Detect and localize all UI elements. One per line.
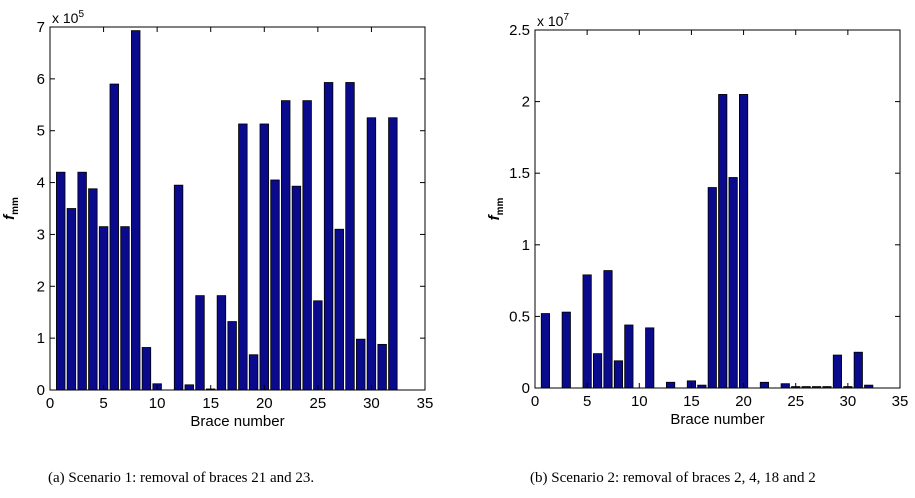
bar-6 <box>593 353 603 389</box>
bar-2 <box>66 208 77 391</box>
bar-3 <box>77 171 87 391</box>
y-exponent-power: 5 <box>78 9 84 20</box>
y-tick-label: 1 <box>522 237 530 254</box>
bar-32 <box>388 117 398 391</box>
bar-29 <box>356 338 366 391</box>
y-tick-label: 4 <box>37 175 45 192</box>
x-tick-label: 25 <box>310 395 327 412</box>
bar-14 <box>195 295 205 391</box>
bar-22 <box>759 381 769 389</box>
x-tick-label: 25 <box>787 393 804 410</box>
bar-25 <box>313 300 323 391</box>
bar-16 <box>216 295 227 391</box>
bar-5 <box>582 274 592 389</box>
y-axis-label-sub: mm <box>495 198 506 216</box>
y-tick-label: 2.5 <box>509 22 530 39</box>
bar-6 <box>109 83 119 391</box>
bar-17 <box>707 187 717 389</box>
y-tick-label: 2 <box>37 278 45 295</box>
bar-18 <box>718 94 728 389</box>
x-tick-label: 20 <box>735 393 752 410</box>
x-tick-label: 30 <box>363 395 380 412</box>
x-tick-label: 35 <box>892 393 909 410</box>
y-axis-label-main: f <box>1 213 18 220</box>
x-tick-label: 0 <box>46 395 54 412</box>
bar-9 <box>141 347 152 391</box>
bar-11 <box>645 327 655 389</box>
bar-1 <box>56 171 66 391</box>
chart-scenario-2: 0 5 10 15 20 25 30 35 0 0.5 1 1.5 2 2.5 x 107 Brace num… <box>486 12 908 428</box>
y-axis-label: fmm <box>486 198 506 221</box>
x-tick-label: 10 <box>631 393 648 410</box>
bar-19 <box>728 177 738 389</box>
bar-20 <box>739 94 749 389</box>
x-axis-label: Brace number <box>190 413 284 430</box>
x-axis-label: Brace number <box>670 411 764 428</box>
x-tick-label: 5 <box>99 395 107 412</box>
y-tick-label: 2 <box>522 94 530 111</box>
bar-21 <box>270 179 280 391</box>
bar-27 <box>334 228 344 391</box>
x-tick-label: 35 <box>417 395 434 412</box>
x-tick-label: 5 <box>583 393 591 410</box>
bar-13 <box>184 384 194 391</box>
bar-3 <box>561 311 571 389</box>
bar-8 <box>613 360 623 389</box>
bar-31 <box>377 343 387 391</box>
y-tick-label: 7 <box>37 19 45 36</box>
x-tick-label: 20 <box>256 395 273 412</box>
bar-18 <box>238 123 248 391</box>
bar-4 <box>88 188 98 391</box>
x-tick-label: 15 <box>683 393 700 410</box>
y-tick-label: 6 <box>37 71 45 88</box>
bar-8 <box>131 30 141 391</box>
bar-26 <box>323 82 334 391</box>
y-exponent-power: 7 <box>563 12 569 23</box>
y-tick-label: 1 <box>37 330 45 347</box>
y-tick-label: 0.5 <box>509 308 530 325</box>
y-exponent-label: x 105 <box>52 9 84 26</box>
plot-frame <box>534 29 901 389</box>
bar-5 <box>98 226 109 391</box>
x-tick-label: 0 <box>531 393 539 410</box>
y-axis-label-sub: mm <box>10 197 21 215</box>
bar-9 <box>624 324 634 389</box>
caption-scenario-1: (a) Scenario 1: removal of braces 21 and… <box>48 470 315 486</box>
x-tick-label: 30 <box>840 393 857 410</box>
bar-17 <box>227 321 237 391</box>
x-tick-label: 10 <box>149 395 166 412</box>
bar-12 <box>173 184 184 391</box>
chart-scenario-1: 0 5 10 15 20 25 30 35 0 1 2 3 4 5 6 7 x 105 Brace number f… <box>1 9 433 430</box>
x-tick-label: 15 <box>202 395 219 412</box>
plot-frame <box>49 26 426 391</box>
y-tick-label: 5 <box>37 123 45 140</box>
bar-24 <box>302 100 312 391</box>
y-tick-label: 3 <box>37 226 45 243</box>
y-axis-label-main: f <box>486 213 503 220</box>
bar-24 <box>780 383 790 389</box>
bar-31 <box>853 351 863 389</box>
bar-1 <box>540 313 550 389</box>
bar-13 <box>666 381 676 389</box>
bar-30 <box>366 117 377 391</box>
bar-28 <box>345 82 355 391</box>
bar-22 <box>281 100 291 391</box>
bar-20 <box>259 123 269 391</box>
bar-29 <box>832 354 842 389</box>
y-tick-label: 1.5 <box>509 165 530 182</box>
y-tick-label: 0 <box>37 382 45 399</box>
y-exponent-label: x 107 <box>537 12 569 29</box>
y-axis-label: fmm <box>1 197 21 220</box>
bar-7 <box>603 270 613 389</box>
bar-19 <box>248 354 259 391</box>
bar-23 <box>291 185 302 391</box>
caption-scenario-2: (b) Scenario 2: removal of braces 2, 4, … <box>530 470 816 486</box>
y-tick-label: 0 <box>522 380 530 397</box>
bar-7 <box>120 226 130 391</box>
